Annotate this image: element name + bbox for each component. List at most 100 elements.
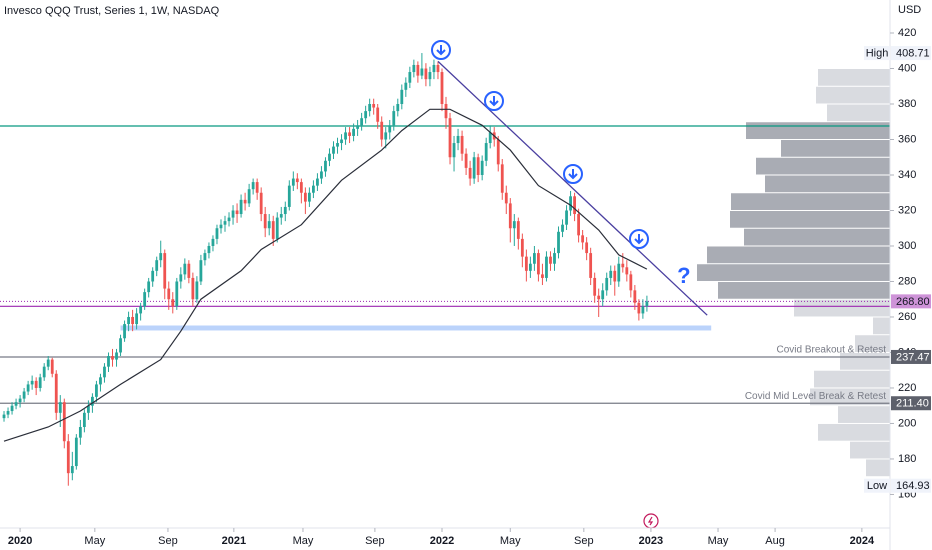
candle-body bbox=[203, 253, 207, 261]
profile-bar bbox=[818, 69, 890, 86]
levels: Covid Breakout & Retest Covid Mid Level B… bbox=[0, 125, 890, 404]
candle-body bbox=[448, 118, 452, 158]
x-tick-label: Aug bbox=[765, 535, 785, 547]
arrow-icon bbox=[431, 40, 451, 60]
candle-body bbox=[66, 441, 70, 474]
candles bbox=[2, 53, 649, 486]
candle-body bbox=[143, 292, 147, 307]
x-tick-label: Sep bbox=[574, 535, 594, 547]
candle-body bbox=[195, 281, 199, 300]
candle-body bbox=[283, 206, 287, 215]
profile-bar bbox=[730, 210, 890, 228]
candle-body bbox=[432, 64, 436, 73]
moving-average bbox=[3, 108, 648, 442]
candle-body bbox=[171, 299, 175, 307]
candle-body bbox=[287, 185, 291, 207]
candle-body bbox=[271, 221, 275, 239]
candle-body bbox=[500, 164, 504, 193]
candle-body bbox=[356, 125, 360, 129]
profile-bar bbox=[697, 264, 890, 281]
candle-body bbox=[380, 121, 384, 140]
y-tick-label: 420 bbox=[898, 27, 916, 39]
y-tick-label: 180 bbox=[898, 453, 916, 465]
candle-body bbox=[239, 199, 243, 215]
candle-body bbox=[348, 132, 351, 136]
candle-body bbox=[629, 274, 633, 291]
candle-body bbox=[537, 253, 540, 275]
candle-body bbox=[191, 277, 195, 300]
candle-body bbox=[62, 402, 66, 442]
candle-body bbox=[512, 221, 516, 229]
candle-body bbox=[589, 253, 593, 278]
candle-body bbox=[376, 107, 380, 122]
candle-body bbox=[456, 135, 460, 144]
candle-body bbox=[151, 270, 155, 282]
x-tick-label: Sep bbox=[365, 535, 385, 547]
candle-body bbox=[219, 224, 223, 229]
candle-body bbox=[95, 384, 98, 397]
candle-body bbox=[476, 157, 480, 175]
event-circle[interactable] bbox=[643, 513, 659, 529]
candle-body bbox=[344, 132, 347, 140]
profile-bar bbox=[794, 299, 890, 317]
candle-body bbox=[163, 253, 167, 289]
candle-body bbox=[645, 301, 649, 307]
candle-body bbox=[468, 167, 472, 179]
y-tick-label: 280 bbox=[898, 275, 916, 287]
candle-body bbox=[400, 89, 404, 105]
axes: 1601802002202402602803003203403603804004… bbox=[8, 27, 931, 547]
candle-body bbox=[508, 203, 512, 229]
candle-body bbox=[424, 68, 428, 80]
high-name-box bbox=[864, 46, 890, 61]
candle-body bbox=[107, 356, 110, 367]
candle-body bbox=[187, 263, 191, 278]
candle-body bbox=[520, 238, 524, 257]
y-tick-label: 260 bbox=[898, 311, 916, 323]
level-tag-label: 211.40 bbox=[896, 398, 929, 410]
candle-body bbox=[404, 82, 408, 90]
event-icon[interactable] bbox=[643, 513, 659, 529]
y-tick-label: 340 bbox=[898, 169, 916, 181]
candle-body bbox=[637, 302, 641, 314]
candle-body bbox=[147, 281, 151, 293]
candle-body bbox=[74, 437, 78, 467]
candle-body bbox=[428, 72, 432, 80]
candle-body bbox=[231, 210, 235, 218]
low-name: Low bbox=[867, 480, 887, 492]
candle-body bbox=[557, 231, 560, 254]
level-tag-label: 237.47 bbox=[896, 351, 930, 363]
candle-body bbox=[58, 402, 62, 413]
level-label: Covid Breakout & Retest bbox=[777, 345, 887, 356]
candle-body bbox=[316, 178, 319, 186]
candle-body bbox=[247, 189, 251, 204]
candle-body bbox=[573, 196, 576, 215]
candle-body bbox=[46, 359, 50, 367]
candle-body bbox=[22, 391, 26, 399]
level-tag-box bbox=[891, 349, 931, 364]
x-tick-label: 2024 bbox=[850, 535, 875, 547]
profile-bar bbox=[756, 157, 890, 175]
profile-bar bbox=[814, 370, 890, 388]
x-tick-label: Sep bbox=[158, 535, 178, 547]
candle-body bbox=[516, 221, 520, 239]
profile-bar bbox=[873, 317, 890, 335]
candle-body bbox=[14, 402, 18, 406]
candle-body bbox=[135, 313, 139, 325]
last-price-tag-label: 268.80 bbox=[896, 296, 930, 308]
candle-body bbox=[533, 253, 536, 264]
candle-body bbox=[464, 153, 468, 168]
candle-body bbox=[2, 414, 6, 419]
candle-body bbox=[597, 295, 601, 300]
candle-body bbox=[368, 104, 372, 112]
profile-bar bbox=[850, 441, 890, 459]
support-zone bbox=[120, 325, 712, 331]
candle-body bbox=[139, 306, 143, 314]
candle-body bbox=[223, 221, 227, 225]
candle-body bbox=[392, 111, 396, 126]
candle-body bbox=[472, 157, 476, 179]
profile-bar bbox=[718, 281, 890, 299]
candle-body bbox=[553, 253, 556, 264]
candle-body bbox=[263, 214, 267, 229]
arrow-icon bbox=[563, 164, 583, 184]
level-tag-box bbox=[891, 396, 931, 411]
